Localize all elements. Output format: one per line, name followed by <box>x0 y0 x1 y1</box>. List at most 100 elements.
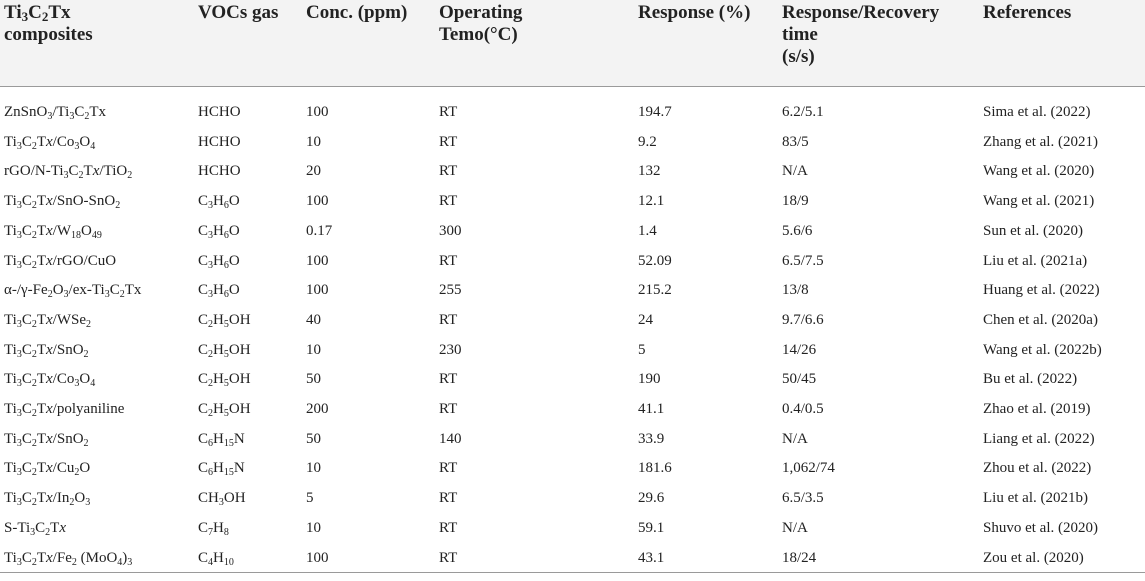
cell-composite: Ti3C2Tx/Cu2O <box>4 460 91 479</box>
cell-reference: Sima et al. (2022) <box>983 104 1091 120</box>
cell-composite: Ti3C2Tx/SnO-SnO2 <box>4 193 121 212</box>
cell-conc: 100 <box>306 282 329 299</box>
cell-temp: RT <box>439 193 458 210</box>
table-row: S-Ti3C2Tx C7H8 10 RT 59.1 N/A Shuvo et al. (20… <box>0 514 1145 544</box>
cell-time: 1,062/74 <box>782 460 835 477</box>
cell-composite: S-Ti3C2Tx <box>4 519 67 538</box>
header-response: Response (%) <box>638 2 751 23</box>
cell-time: 13/8 <box>782 282 809 299</box>
cell-time: 18/9 <box>782 193 809 210</box>
cell-composite: rGO/N-Ti3C2Tx/TiO2 <box>4 163 133 182</box>
cell-conc: 5 <box>306 490 314 507</box>
cell-conc: 10 <box>306 519 321 536</box>
table-row: ZnSnO3/Ti3C2Tx HCHO 100 RT 194.7 6.2/5.1 Sima … <box>0 98 1145 128</box>
cell-response: 5 <box>638 341 646 358</box>
cell-reference: Liu et al. (2021b) <box>983 490 1088 507</box>
cell-time: 9.7/6.6 <box>782 311 824 328</box>
cell-conc: 100 <box>306 252 329 269</box>
cell-time: 6.5/3.5 <box>782 490 824 507</box>
cell-temp: 255 <box>439 282 462 299</box>
table-row: Ti3C2Tx/In2O3 CH3OH 5 RT 29.6 6.5/3.5 Liu et a… <box>0 484 1145 514</box>
header-conc: Conc. (ppm) <box>306 2 408 23</box>
cell-temp: RT <box>439 519 458 536</box>
cell-temp: RT <box>439 133 458 150</box>
cell-time: N/A <box>782 430 808 447</box>
cell-temp: 230 <box>439 341 462 358</box>
cell-response: 190 <box>638 371 661 388</box>
table-row: Ti3C2Tx/WSe2 C2H5OH 40 RT 24 9.7/6.6 Chen et a… <box>0 306 1145 336</box>
cell-time: N/A <box>782 519 808 536</box>
header-composites-line1: Ti3C2Tx <box>4 2 71 24</box>
cell-gas: C6H15N <box>198 460 245 479</box>
table-row: Ti3C2Tx/W18O49 C3H6O 0.17 300 1.4 5.6/6 Sun et… <box>0 217 1145 247</box>
table-row: rGO/N-Ti3C2Tx/TiO2 HCHO 20 RT 132 N/A Wang et … <box>0 157 1145 187</box>
cell-reference: Wang et al. (2022b) <box>983 341 1102 358</box>
cell-reference: Chen et al. (2020a) <box>983 311 1098 328</box>
cell-response: 1.4 <box>638 222 657 239</box>
header-composites: Ti3C2Tx composites <box>4 2 93 46</box>
header-operating-temp: Operating Temo(°C) <box>439 2 522 46</box>
table-header: Ti3C2Tx composites VOCs gas Conc. (ppm) … <box>0 0 1145 87</box>
cell-time: N/A <box>782 163 808 180</box>
cell-temp: RT <box>439 371 458 388</box>
cell-composite: Ti3C2Tx/Co3O4 <box>4 133 96 152</box>
table-row: Ti3C2Tx/polyaniline C2H5OH 200 RT 41.1 0.4/0.… <box>0 395 1145 425</box>
table-row: Ti3C2Tx/rGO/CuO C3H6O 100 RT 52.09 6.5/7.5 Liu… <box>0 247 1145 277</box>
header-response-recovery: Response/Recovery time (s/s) <box>782 2 939 68</box>
cell-response: 194.7 <box>638 104 672 120</box>
table-row: Ti3C2Tx/SnO-SnO2 C3H6O 100 RT 12.1 18/9 Wang e… <box>0 187 1145 217</box>
cell-gas: C3H6O <box>198 252 240 271</box>
table-row: α-/γ-Fe2O3/ex-Ti3C2Tx C3H6O 100 255 215.2 13/… <box>0 276 1145 306</box>
cell-composite: α-/γ-Fe2O3/ex-Ti3C2Tx <box>4 282 142 301</box>
cell-response: 132 <box>638 163 661 180</box>
cell-gas: C2H5OH <box>198 371 251 390</box>
cell-gas: C3H6O <box>198 222 240 241</box>
cell-gas: C2H5OH <box>198 401 251 419</box>
cell-composite: Ti3C2Tx/SnO2 <box>4 430 89 449</box>
cell-composite: Ti3C2Tx/In2O3 <box>4 490 91 509</box>
cell-conc: 50 <box>306 371 321 388</box>
cell-temp: 140 <box>439 430 462 447</box>
cell-response: 59.1 <box>638 519 665 536</box>
cell-composite: Ti3C2Tx/polyaniline <box>4 401 125 419</box>
header-references: References <box>983 2 1072 23</box>
header-operating-line1: Operating <box>439 2 523 23</box>
table-row: Ti3C2Tx/Co3O4 HCHO 10 RT 9.2 83/5 Zhang et al.… <box>0 128 1145 158</box>
cell-conc: 100 <box>306 549 329 566</box>
cell-reference: Zhou et al. (2022) <box>983 460 1092 477</box>
cell-gas: C2H5OH <box>198 311 251 330</box>
header-operating-line2: Temo(°C) <box>439 24 518 45</box>
cell-time: 5.6/6 <box>782 222 813 239</box>
cell-time: 6.2/5.1 <box>782 104 824 120</box>
table-row: Ti3C2Tx/SnO2 C6H15N 50 140 33.9 N/A Liang et a… <box>0 425 1145 455</box>
table-bottom-rule <box>0 572 1145 573</box>
cell-temp: RT <box>439 104 458 120</box>
cell-response: 43.1 <box>638 549 665 566</box>
cell-conc: 10 <box>306 341 321 358</box>
cell-temp: RT <box>439 549 458 566</box>
cell-conc: 100 <box>306 104 329 120</box>
cell-time: 83/5 <box>782 133 809 150</box>
cell-conc: 40 <box>306 311 321 328</box>
cell-composite: Ti3C2Tx/SnO2 <box>4 341 89 360</box>
table-row: Ti3C2Tx/SnO2 C2H5OH 10 230 5 14/26 Wang et al.… <box>0 336 1145 366</box>
cell-response: 29.6 <box>638 490 665 507</box>
cell-gas: C3H6O <box>198 193 240 212</box>
table-row: Ti3C2Tx/Co3O4 C2H5OH 50 RT 190 50/45 Bu et al.… <box>0 365 1145 395</box>
cell-composite: Ti3C2Tx/Co3O4 <box>4 371 96 390</box>
cell-time: 0.4/0.5 <box>782 401 824 417</box>
cell-reference: Zhao et al. (2019) <box>983 401 1091 417</box>
cell-gas: HCHO <box>198 133 241 150</box>
cell-gas: C4H10 <box>198 549 234 568</box>
cell-reference: Wang et al. (2021) <box>983 193 1095 210</box>
header-rr-line2: time <box>782 24 818 45</box>
cell-conc: 10 <box>306 460 321 477</box>
cell-reference: Shuvo et al. (2020) <box>983 519 1098 536</box>
cell-response: 9.2 <box>638 133 657 150</box>
cell-response: 33.9 <box>638 430 665 447</box>
cell-conc: 10 <box>306 133 321 150</box>
cell-temp: RT <box>439 401 458 417</box>
cell-conc: 200 <box>306 401 329 417</box>
cell-temp: RT <box>439 460 458 477</box>
cell-temp: 300 <box>439 222 462 239</box>
